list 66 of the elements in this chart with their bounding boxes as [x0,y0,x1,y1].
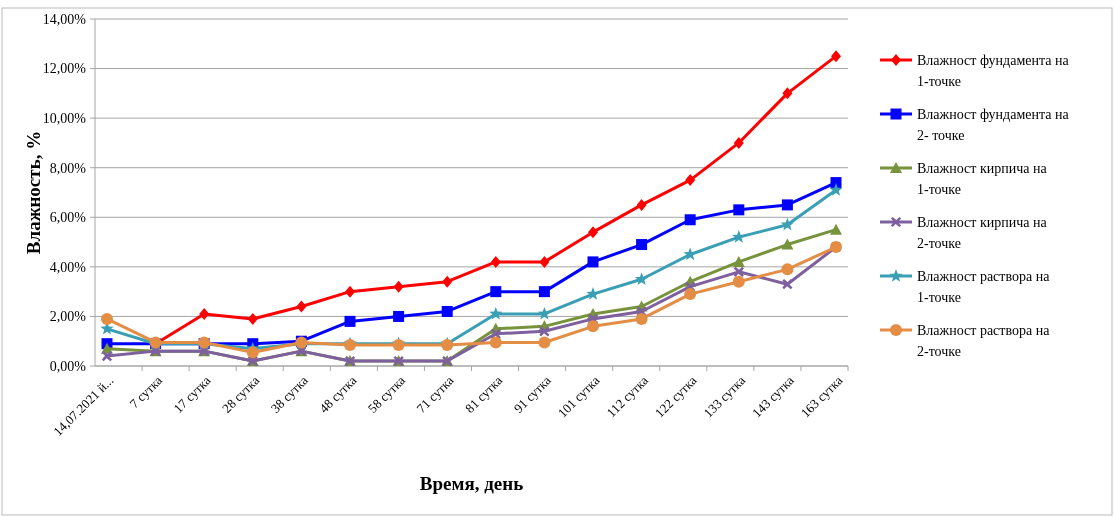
point [831,50,841,63]
point [489,336,502,349]
legend-label: Влажност раствора на 1-точке [917,268,1051,305]
point [781,263,794,276]
point [781,238,794,250]
point [393,310,405,322]
point [538,336,551,349]
point [490,328,501,339]
y-tick-label: 8,00% [49,160,87,176]
y-tick-label: 14,00% [42,11,87,27]
point [101,312,113,325]
point [830,223,842,235]
point [732,255,745,267]
legend-label: Влажност кирпича на 1-точке [917,160,1048,197]
point [733,266,744,277]
point [101,350,113,362]
point [489,306,503,320]
point [442,275,453,288]
point [587,256,599,268]
y-axis-title: Влажность, % [23,130,44,255]
point [733,204,745,216]
legend-label: Влажност фундамента на 1-точке [917,52,1070,89]
point [588,226,598,239]
point [732,275,745,288]
point [782,279,793,290]
point [684,214,696,226]
point [296,300,307,313]
point [539,255,550,268]
point [782,87,793,100]
legend-label: Влажност кирпича на 2-точке [917,214,1048,251]
y-tick-label: 12,00% [42,61,87,77]
point [538,286,550,298]
point [539,326,550,337]
point [490,286,502,298]
y-tick-label: 0,00% [49,358,87,374]
point [537,306,552,320]
point [441,305,453,317]
point [199,307,210,320]
point [247,312,258,325]
point [587,320,599,333]
point [490,255,501,268]
y-tick-label: 10,00% [42,111,87,127]
point [830,177,842,189]
legend-label: Влажност фундамента на 2- точке [917,106,1070,143]
point [636,239,648,251]
y-tick-label: 4,00% [49,259,87,275]
point [829,183,843,196]
point [732,230,746,243]
point [345,285,355,298]
point [246,346,259,359]
y-tick-label: 2,00% [49,309,87,325]
point [683,247,697,261]
point [393,280,404,293]
point [634,272,649,285]
point [586,287,600,300]
point [636,198,647,211]
legend-label: Влажност раствора на 2-точке [917,322,1051,359]
point [733,136,744,149]
point [635,312,648,325]
x-axis-title: Время, день [419,473,524,494]
point [684,288,697,301]
point [344,315,356,327]
y-tick-label: 6,00% [49,210,87,226]
point [780,217,795,231]
point [685,174,696,187]
point [781,199,793,211]
